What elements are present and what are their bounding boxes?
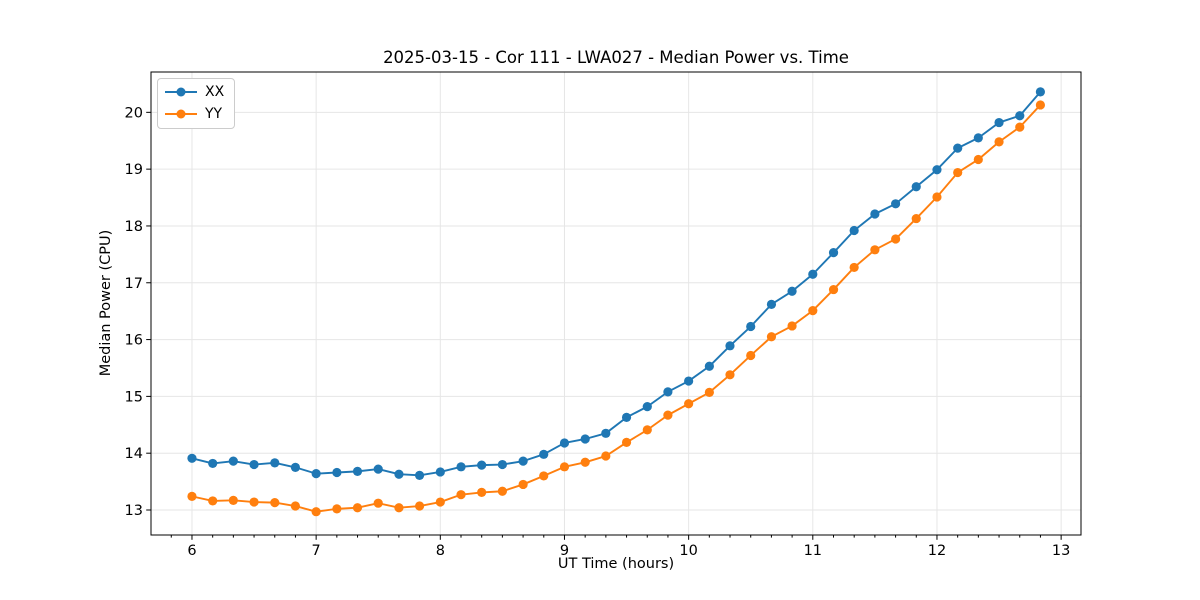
svg-text:9: 9 <box>560 543 569 559</box>
legend-label-xx: XX <box>205 84 225 100</box>
legend-marker-dot-yy <box>176 109 186 119</box>
legend-item-yy: YY <box>165 106 224 123</box>
legend-marker-dot-xx <box>176 87 186 97</box>
svg-text:13: 13 <box>1052 543 1070 559</box>
x-axis-label: UT Time (hours) <box>557 556 675 572</box>
legend-label-yy: YY <box>205 105 223 122</box>
svg-text:17: 17 <box>125 276 143 292</box>
svg-text:15: 15 <box>125 389 143 405</box>
y-axis-label: Median Power (CPU) <box>98 229 114 377</box>
svg-text:6: 6 <box>187 543 196 559</box>
svg-text:19: 19 <box>125 162 143 178</box>
legend-item-xx: XX <box>165 84 224 101</box>
svg-text:14: 14 <box>125 446 143 462</box>
legend: XX YY <box>157 78 236 129</box>
chart-title: 2025-03-15 - Cor 111 - LWA027 - Median P… <box>383 48 849 67</box>
legend-line-sample-yy <box>165 109 197 119</box>
svg-text:13: 13 <box>125 503 143 519</box>
svg-text:10: 10 <box>679 543 697 559</box>
svg-text:11: 11 <box>804 543 822 559</box>
svg-text:18: 18 <box>125 219 143 235</box>
svg-text:12: 12 <box>928 543 946 559</box>
svg-text:16: 16 <box>125 333 143 349</box>
svg-text:8: 8 <box>436 543 445 559</box>
svg-text:7: 7 <box>312 543 321 559</box>
svg-text:20: 20 <box>125 105 143 121</box>
legend-line-sample-xx <box>165 87 197 97</box>
